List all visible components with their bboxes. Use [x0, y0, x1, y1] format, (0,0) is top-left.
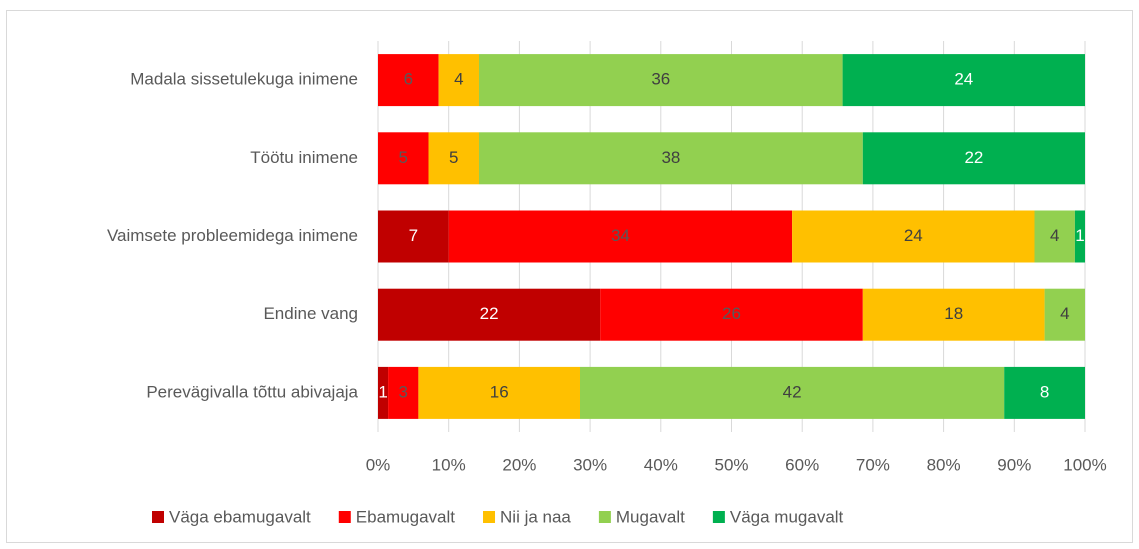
- legend-swatch: [338, 511, 351, 523]
- bar-segment: [479, 132, 863, 185]
- legend-label: Ebamugavalt: [356, 507, 456, 526]
- x-tick-label: 10%: [432, 455, 466, 474]
- bar-segment: [1044, 288, 1085, 341]
- legend-swatch: [598, 511, 611, 523]
- data-label: 38: [661, 148, 680, 167]
- x-tick-label: 70%: [856, 455, 890, 474]
- data-label: 3: [399, 382, 408, 401]
- data-label: 4: [1050, 226, 1059, 245]
- data-label: 22: [964, 148, 983, 167]
- legend-label: Väga mugavalt: [730, 507, 844, 526]
- x-tick-label: 90%: [997, 455, 1031, 474]
- data-label: 1: [1075, 226, 1084, 245]
- bar-segment: [842, 54, 1085, 107]
- y-tick-label: Vaimsete probleemidega inimene: [107, 226, 358, 245]
- legend-swatch: [152, 511, 164, 523]
- data-label: 24: [954, 70, 973, 89]
- x-tick-label: 30%: [573, 455, 607, 474]
- data-label: 1: [378, 382, 387, 401]
- legend-label: Väga ebamugavalt: [169, 507, 311, 526]
- data-label: 5: [449, 148, 458, 167]
- data-label: 42: [783, 382, 802, 401]
- bar-segment: [378, 54, 439, 107]
- bar-segment: [438, 54, 479, 107]
- y-tick-label: Perevägivalla tõttu abivajaja: [146, 382, 358, 401]
- bar-segment: [580, 366, 1005, 419]
- data-label: 5: [399, 148, 408, 167]
- x-tick-label: 60%: [785, 455, 819, 474]
- legend-label: Mugavalt: [616, 507, 685, 526]
- x-tick-label: 40%: [644, 455, 678, 474]
- bar-segment: [479, 54, 843, 107]
- legend-swatch: [483, 511, 496, 523]
- data-label: 4: [1060, 304, 1069, 323]
- bar-segment: [600, 288, 863, 341]
- bar-segment: [1004, 366, 1085, 419]
- bar-segment: [1034, 210, 1075, 263]
- bar-segment: [378, 288, 601, 341]
- bar-segment: [388, 366, 419, 419]
- x-tick-label: 20%: [502, 455, 536, 474]
- data-label: 34: [611, 226, 630, 245]
- data-label: 6: [404, 70, 413, 89]
- bar-segment: [418, 366, 580, 419]
- bar-segment: [862, 288, 1045, 341]
- data-label: 16: [490, 382, 509, 401]
- bar-segment: [448, 210, 793, 263]
- data-label: 24: [904, 226, 923, 245]
- bar-segment: [1074, 210, 1085, 263]
- bar-segment: [378, 210, 449, 263]
- y-tick-label: Endine vang: [263, 304, 358, 323]
- data-label: 36: [651, 70, 670, 89]
- x-tick-label: 0%: [366, 455, 391, 474]
- x-tick-label: 100%: [1063, 455, 1106, 474]
- data-label: 7: [409, 226, 418, 245]
- bar-segment: [378, 366, 389, 419]
- bar-segment: [792, 210, 1035, 263]
- y-tick-label: Madala sissetulekuga inimene: [130, 70, 358, 89]
- data-label: 4: [454, 70, 463, 89]
- data-label: 18: [944, 304, 963, 323]
- bar-segment: [862, 132, 1085, 185]
- data-label: 22: [480, 304, 499, 323]
- y-tick-label: Töötu inimene: [250, 148, 358, 167]
- bar-segment: [428, 132, 479, 185]
- data-label: 8: [1040, 382, 1049, 401]
- data-label: 26: [722, 304, 741, 323]
- bar-segment: [378, 132, 429, 185]
- legend-label: Nii ja naa: [500, 507, 571, 526]
- legend-swatch: [712, 511, 725, 523]
- x-tick-label: 50%: [714, 455, 748, 474]
- x-tick-label: 80%: [927, 455, 961, 474]
